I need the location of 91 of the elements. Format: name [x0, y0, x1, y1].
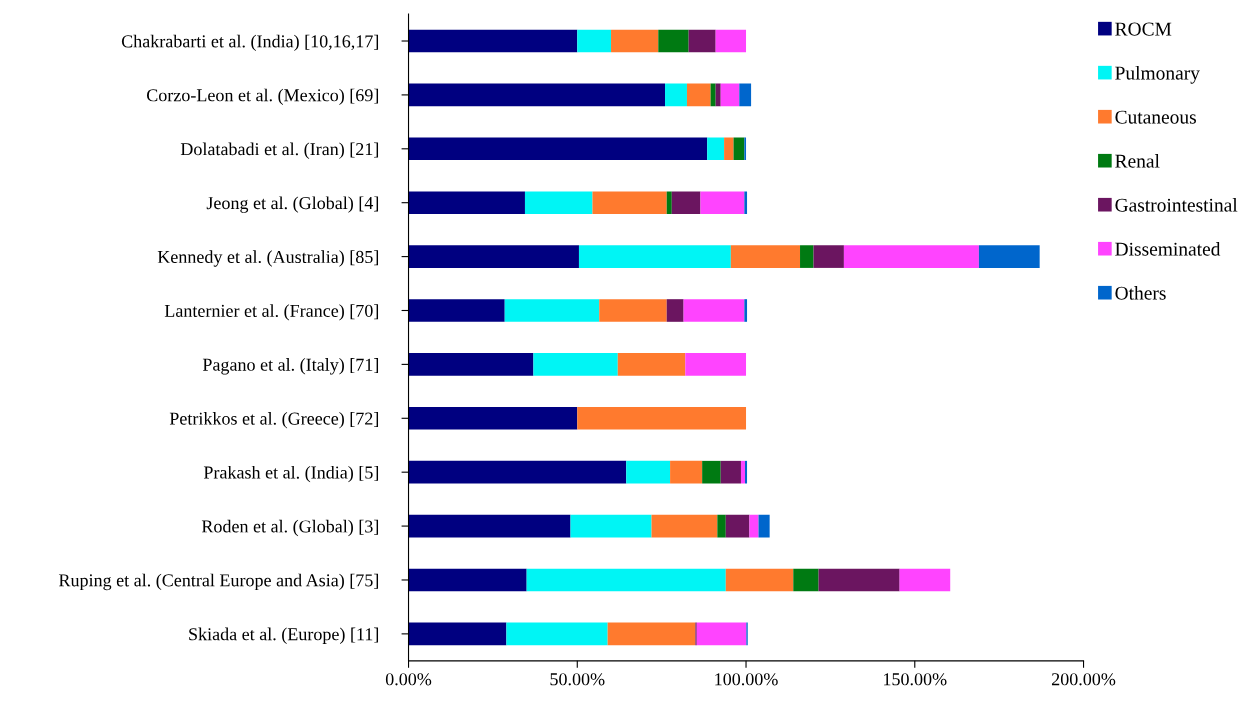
y-tick-label: Roden et al. (Global) [3]: [201, 519, 379, 537]
bar: [725, 568, 794, 592]
y-tick-label: Jeong et al. (Global) [4]: [206, 196, 379, 213]
x-tick-label: 0.00%: [385, 673, 432, 686]
bar: [408, 622, 507, 646]
bar: [978, 245, 1040, 268]
x-tick-label: 150.00%: [884, 673, 947, 686]
bar: [408, 406, 578, 430]
bar: [717, 514, 726, 538]
bar: [720, 460, 741, 484]
bar: [683, 299, 745, 322]
y-tick-label: Kennedy et al. (Australia) [85]: [157, 250, 379, 267]
bar: [715, 83, 721, 107]
y-tick-label: Chakrabarti et al. (India) [10,16,17]: [121, 34, 379, 52]
bar: [408, 29, 578, 53]
bar: [666, 191, 672, 215]
bar: [504, 299, 600, 322]
bar: [744, 299, 748, 322]
bar: [578, 245, 731, 268]
bar: [599, 299, 667, 322]
bar: [577, 406, 747, 430]
legend-label: Disseminated: [1115, 242, 1221, 256]
x-tick-label: 50.00%: [550, 673, 605, 686]
x-tick-label: 200.00%: [1051, 673, 1116, 686]
y-tick-label: Dolatabadi et al. (Iran) [21]: [180, 142, 379, 159]
bar: [715, 29, 747, 53]
bar: [408, 353, 534, 376]
bar: [710, 83, 716, 107]
y-tick-label: Prakash et al. (India) [5]: [203, 465, 379, 483]
bar: [686, 83, 711, 107]
bar: [408, 568, 527, 592]
bar: [793, 568, 819, 592]
bar: [800, 245, 814, 268]
y-tick-label: Lanternier et al. (France) [70]: [164, 304, 379, 321]
bar: [744, 191, 748, 215]
bar: [745, 460, 748, 484]
bar: [607, 622, 696, 646]
bar: [666, 299, 684, 322]
bar: [671, 191, 701, 215]
bar: [724, 137, 734, 161]
legend-label: Pulmonary: [1115, 65, 1200, 84]
y-tick-label: Petrikkos et al. (Greece) [72]: [169, 412, 379, 429]
bar: [730, 245, 801, 268]
bar: [408, 245, 579, 268]
x-tick-label: 100.00%: [715, 673, 778, 686]
bar: [626, 460, 671, 484]
bar: [524, 191, 593, 215]
bar: [685, 353, 747, 376]
y-tick-label: Skiada et al. (Europe) [11]: [189, 627, 379, 644]
bar: [408, 299, 505, 322]
bar: [617, 353, 686, 376]
legend-label: Others: [1115, 286, 1166, 300]
bar: [739, 83, 752, 107]
bar: [533, 353, 618, 376]
legend-label: Gastrointestinal: [1115, 198, 1238, 212]
bar: [749, 514, 759, 538]
bar: [733, 137, 745, 161]
bar: [758, 514, 770, 538]
bar: [665, 83, 687, 107]
bar: [700, 191, 745, 215]
bar: [658, 29, 689, 53]
bar: [720, 83, 740, 107]
bar: [702, 460, 721, 484]
bar: [592, 191, 667, 215]
bar: [408, 137, 708, 161]
bar: [651, 514, 718, 538]
bar: [696, 622, 747, 646]
bar: [707, 137, 725, 161]
bar: [725, 514, 750, 538]
bar: [408, 83, 666, 107]
legend-label: Renal: [1115, 154, 1160, 168]
bar: [611, 29, 659, 53]
bar: [818, 568, 900, 592]
bar: [740, 460, 746, 484]
y-tick-label: Corzo-Leon et al. (Mexico) [69]: [146, 88, 379, 106]
y-tick-label: Pagano et al. (Italy) [71]: [202, 358, 379, 375]
bar: [526, 568, 726, 592]
bar: [899, 568, 951, 592]
bar: [408, 460, 627, 484]
bar: [408, 514, 571, 538]
y-tick-label: Ruping et al. (Central Europe and Asia) [75]: [58, 573, 379, 591]
bar: [813, 245, 844, 268]
bar: [843, 245, 979, 268]
bar: [670, 460, 703, 484]
bar: [570, 514, 652, 538]
bar: [688, 29, 716, 53]
legend-label: Cutaneous: [1115, 110, 1196, 124]
bar: [506, 622, 608, 646]
bar: [408, 191, 525, 215]
bar: [577, 29, 612, 53]
legend-label: ROCM: [1115, 22, 1172, 36]
